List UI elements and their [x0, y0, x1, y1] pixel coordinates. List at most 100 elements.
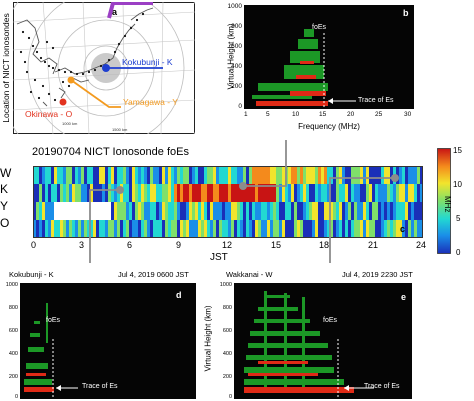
heatmap-cell: [201, 202, 205, 220]
heatmap-cell: [381, 166, 385, 184]
panel-c-xlabel: JST: [210, 252, 228, 263]
row-label-k: K: [0, 182, 9, 196]
heatmap-cell: [225, 166, 229, 184]
heatmap-cell: [258, 184, 262, 202]
heatmap-cell: [339, 220, 343, 238]
heatmap-cell: [99, 202, 103, 220]
panel-c-xtick: 6: [127, 240, 133, 250]
heatmap-cell: [237, 166, 241, 184]
heatmap-cell: [282, 202, 286, 220]
heatmap-cell: [339, 166, 343, 184]
heatmap-cell: [51, 220, 55, 238]
heatmap-cell: [42, 184, 46, 202]
heatmap-cell: [42, 166, 46, 184]
heatmap-cell: [135, 220, 139, 238]
heatmap-cell: [375, 166, 379, 184]
panel-b-xtick: 30: [404, 111, 412, 118]
heatmap-cell: [174, 184, 178, 202]
heatmap-cell: [81, 166, 85, 184]
heatmap-cell: [249, 202, 253, 220]
heatmap-cell: [231, 202, 235, 220]
panel-d-ytick-800: 800: [8, 305, 18, 311]
heatmap-cell: [177, 184, 181, 202]
heatmap-cell: [189, 202, 193, 220]
heatmap-cell: [195, 166, 199, 184]
heatmap-cell: [162, 202, 166, 220]
heatmap-cell: [312, 184, 316, 202]
heatmap-cell: [225, 220, 229, 238]
heatmap-cell: [408, 166, 412, 184]
heatmap-cell: [390, 184, 394, 202]
panel-b-ytick-600: 600: [231, 43, 242, 50]
heatmap-cell: [189, 184, 193, 202]
heatmap-cell: [402, 184, 406, 202]
heatmap-cell: [339, 184, 343, 202]
ionogram-b-plot: [244, 5, 414, 109]
heatmap-cell: [279, 166, 283, 184]
heatmap-cell: [273, 166, 277, 184]
heatmap-cell: [399, 166, 403, 184]
map-frame: a: [13, 2, 195, 134]
row-label-w: W: [0, 166, 12, 180]
heatmap-cell: [183, 184, 187, 202]
heatmap-cell: [174, 202, 178, 220]
heatmap-cell: [105, 220, 109, 238]
heatmap-cell: [162, 184, 166, 202]
heatmap-cell: [96, 184, 100, 202]
heatmap-cell: [336, 166, 340, 184]
heatmap-cell: [282, 184, 286, 202]
heatmap-cell: [333, 220, 337, 238]
panel-c-xtick: 24: [416, 240, 427, 250]
heatmap-cell: [108, 166, 112, 184]
heatmap-cell: [159, 166, 163, 184]
heatmap-cell: [60, 202, 64, 220]
heatmap-cell: [300, 220, 304, 238]
heatmap-cell: [129, 184, 133, 202]
heatmap-cell: [123, 202, 127, 220]
heatmap-cell: [84, 166, 88, 184]
heatmap-cell: [267, 166, 271, 184]
heatmap-cell: [153, 166, 157, 184]
heatmap-cell: [342, 184, 346, 202]
heatmap-cell: [75, 220, 79, 238]
heatmap-cell: [357, 220, 361, 238]
heatmap-cell: [267, 184, 271, 202]
heatmap-cell: [327, 220, 331, 238]
heatmap-cell: [417, 220, 421, 238]
heatmap-cell: [204, 220, 208, 238]
heatmap-cell: [390, 220, 394, 238]
heatmap-cell: [291, 184, 295, 202]
heatmap-cell: [282, 166, 286, 184]
colorbar-ticks: 15 10 5 0: [453, 146, 473, 257]
heatmap-cell: [288, 166, 292, 184]
heatmap-cell: [273, 184, 277, 202]
heatmap-cell: [102, 220, 106, 238]
heatmap-cell: [252, 166, 256, 184]
heatmap-cell: [258, 166, 262, 184]
heatmap-cell: [117, 220, 121, 238]
heatmap-cell: [93, 166, 97, 184]
heatmap-cell: [105, 166, 109, 184]
heatmap-cell: [93, 202, 97, 220]
heatmap-cell: [288, 202, 292, 220]
heatmap-cell: [228, 202, 232, 220]
heatmap-cell: [381, 202, 385, 220]
heatmap-cell: [123, 220, 127, 238]
heatmap-cell: [102, 202, 106, 220]
heatmap-cell: [165, 202, 169, 220]
heatmap-cell: [354, 220, 358, 238]
heatmap-cell: [243, 202, 247, 220]
heatmap-cell: [168, 184, 172, 202]
heatmap-cell: [120, 220, 124, 238]
heatmap-cell: [129, 166, 133, 184]
panel-c-xtick: 12: [222, 240, 233, 250]
heatmap-cell: [255, 220, 259, 238]
heatmap-cell: [330, 202, 334, 220]
heatmap-cell: [249, 220, 253, 238]
heatmap-cell: [363, 202, 367, 220]
heatmap-cell: [390, 166, 394, 184]
panel-e-ytick-800: 800: [222, 305, 232, 311]
panel-b-xtick: 25: [375, 111, 383, 118]
ionogram-d-plot: [20, 283, 196, 399]
